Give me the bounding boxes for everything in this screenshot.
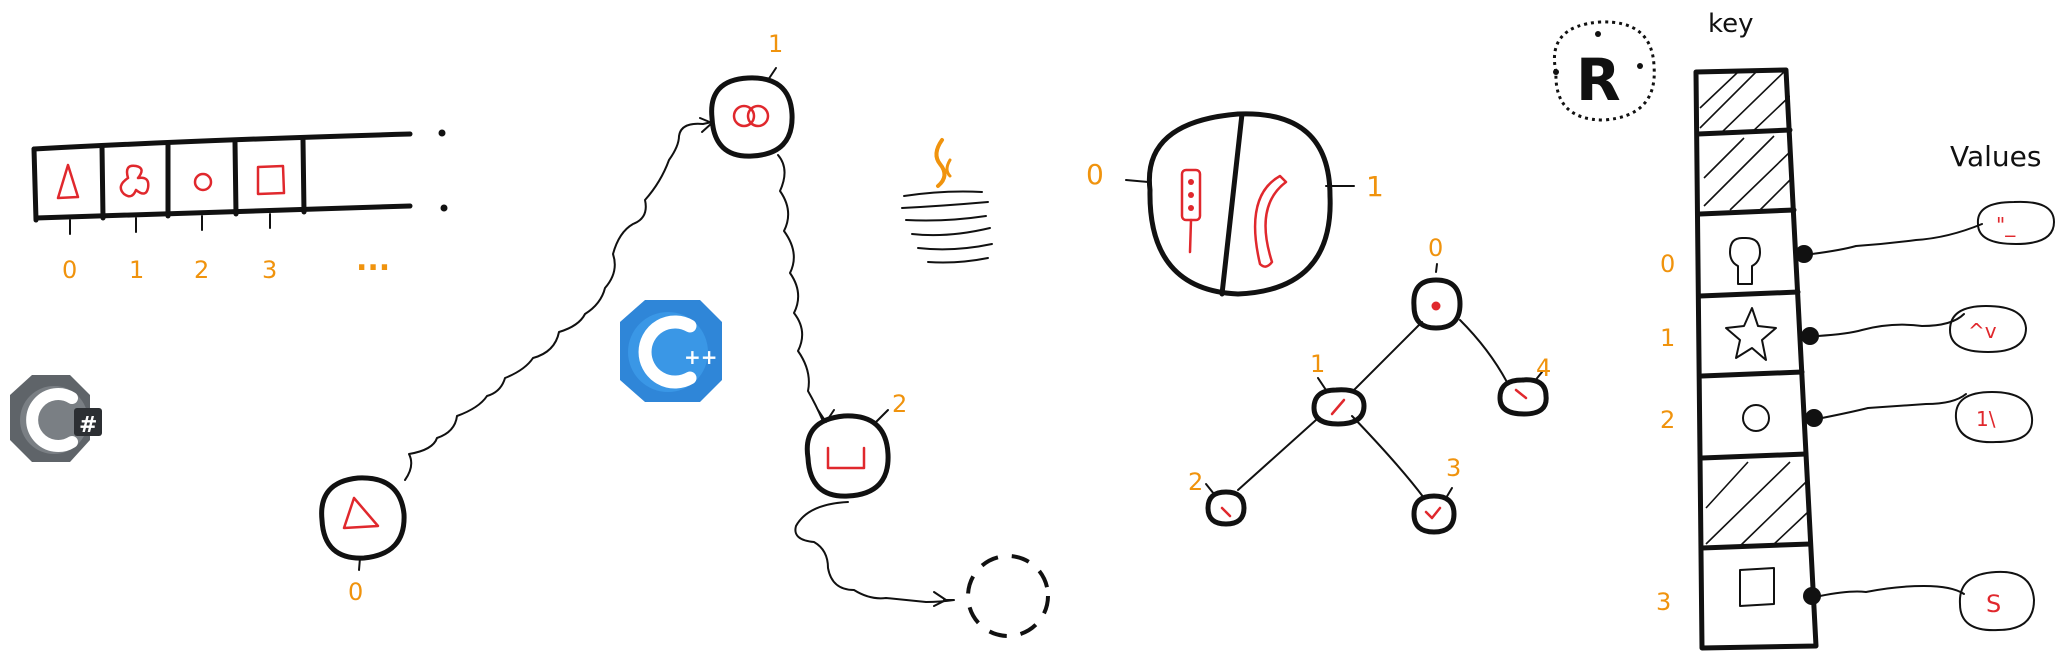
- r-logo: R: [1553, 20, 1656, 122]
- array-diagram: 0 1 2 3 ...: [31, 129, 448, 284]
- cpp-mark: ++: [684, 345, 718, 369]
- list-node-label: 1: [768, 30, 783, 58]
- tree-node-label: 0: [1428, 234, 1443, 262]
- star-glyph: [1725, 307, 1777, 361]
- value-glyph: 1\: [1976, 407, 1996, 431]
- tree-node: 3: [1411, 454, 1461, 535]
- list-node-label: 2: [892, 390, 907, 418]
- square-glyph: [256, 164, 286, 196]
- tree-node: 4: [1497, 354, 1551, 417]
- triangle-glyph: [342, 496, 380, 530]
- csharp-mark: #: [79, 413, 97, 438]
- array-ellipsis-label: ...: [356, 243, 390, 278]
- array-index-label: 1: [129, 256, 144, 284]
- values-title: Values: [1950, 140, 2041, 173]
- circle-glyph: [193, 172, 213, 192]
- keyhole-glyph: [1729, 237, 1761, 285]
- tree-node-label: 2: [1188, 468, 1203, 496]
- tray-glyph: [826, 446, 866, 470]
- value-glyph: "_: [1996, 213, 2016, 237]
- tree-node-label: 4: [1536, 354, 1551, 382]
- list-node: 2: [804, 390, 907, 499]
- tree-node: 1: [1310, 350, 1367, 427]
- bucket-index-label: 1: [1660, 324, 1675, 352]
- list-link: [794, 501, 955, 603]
- array-continuation-dot: [440, 204, 448, 212]
- empty-bucket: [1705, 461, 1809, 547]
- list-node: 0: [319, 475, 407, 606]
- value-node: "_: [1976, 200, 2055, 245]
- value-glyph: S: [1986, 590, 2001, 618]
- empty-bucket: [1699, 72, 1790, 132]
- cpp-logo: ++: [620, 300, 722, 402]
- pair-right-label: 1: [1366, 170, 1384, 203]
- array-index-label: 0: [62, 256, 77, 284]
- value-node: ^v: [1949, 305, 2027, 353]
- null-node: [966, 554, 1050, 638]
- list-link: [404, 121, 713, 481]
- bucket-index-label: 2: [1660, 406, 1675, 434]
- tree-node-label: 3: [1446, 454, 1461, 482]
- bucket-index-label: 0: [1660, 250, 1675, 278]
- list-node: 1: [709, 30, 795, 159]
- list-link: [777, 154, 827, 421]
- bucket-index-label: 3: [1656, 588, 1671, 616]
- array-index-label: 3: [262, 256, 277, 284]
- hashmap-diagram: key Values 0 1 2 3: [1656, 9, 2055, 651]
- empty-bucket: [1703, 135, 1793, 211]
- tree-node: 2: [1188, 468, 1247, 527]
- tree-node: 0: [1411, 234, 1463, 331]
- value-glyph: ^v: [1968, 319, 1997, 343]
- pair-left-label: 0: [1086, 158, 1104, 191]
- list-node-label: 0: [348, 578, 363, 606]
- csharp-logo: #: [10, 375, 102, 462]
- tree-node-label: 1: [1310, 350, 1325, 378]
- linked-list-diagram: 0 1 2: [319, 30, 1050, 638]
- clover-glyph: [119, 164, 150, 198]
- circle-glyph: [1742, 404, 1770, 432]
- square-glyph: [1739, 567, 1775, 607]
- value-node: 1\: [1954, 391, 2034, 444]
- java-logo: [901, 138, 993, 264]
- array-index-label: 2: [194, 256, 209, 284]
- array-continuation-dot: [438, 129, 446, 137]
- key-title: key: [1708, 9, 1754, 39]
- r-mark: R: [1576, 46, 1621, 114]
- triangle-glyph: [56, 163, 80, 200]
- value-node: S: [1958, 570, 2035, 632]
- pair-diagram: 0 1: [1086, 111, 1384, 297]
- tree-diagram: 0 1 4 2 3: [1188, 234, 1551, 535]
